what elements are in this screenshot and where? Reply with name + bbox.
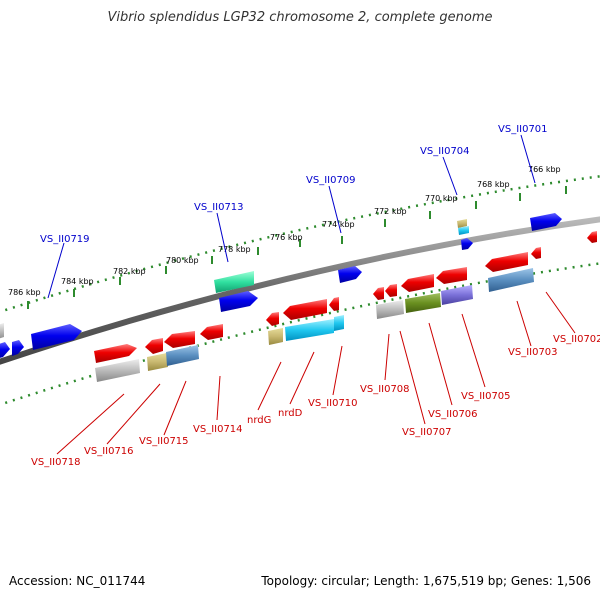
gene-arrow[interactable] bbox=[485, 252, 528, 272]
scale-major-ticks bbox=[27, 186, 567, 309]
gene-label[interactable]: VS_II0719 bbox=[40, 234, 90, 245]
gene-label[interactable]: VS_II0704 bbox=[420, 146, 470, 157]
gene-label[interactable]: VS_II0707 bbox=[402, 427, 452, 438]
gene-arrow[interactable] bbox=[531, 247, 541, 259]
scale-tick-label: 786 kbp bbox=[8, 288, 41, 297]
gene-label[interactable]: VS_II0701 bbox=[498, 124, 548, 135]
gene-arrow[interactable] bbox=[376, 300, 404, 319]
gene-arrow[interactable] bbox=[147, 353, 168, 371]
gene-arrow[interactable] bbox=[94, 344, 137, 363]
gene-label[interactable]: VS_II0715 bbox=[139, 436, 189, 447]
gene-label[interactable]: VS_II0708 bbox=[360, 384, 410, 395]
gene-label[interactable]: VS_II0702 bbox=[553, 334, 600, 345]
upper-strand-genes bbox=[0, 213, 562, 359]
map-title: Vibrio splendidus LGP32 chromosome 2, co… bbox=[107, 10, 493, 25]
scale-tick-label: 772 kbp bbox=[374, 207, 407, 216]
gene-label[interactable]: VS_II0710 bbox=[308, 398, 358, 409]
gene-arrow[interactable] bbox=[405, 293, 441, 313]
scale-tick-label: 766 kbp bbox=[528, 165, 561, 174]
gene-label[interactable]: VS_II0705 bbox=[461, 391, 511, 402]
gene-label[interactable]: nrdD bbox=[278, 408, 303, 419]
lower-gene-labels: VS_II0718 VS_II0716 VS_II0715 VS_II0714 … bbox=[31, 334, 600, 468]
gene-arrow[interactable] bbox=[334, 315, 344, 331]
scale-tick-label: 768 kbp bbox=[477, 180, 510, 189]
gene-label[interactable]: VS_II0714 bbox=[193, 424, 243, 435]
gene-arrow[interactable] bbox=[214, 271, 254, 293]
gene-label[interactable]: VS_II0709 bbox=[306, 175, 356, 186]
gene-arrow[interactable] bbox=[266, 312, 279, 326]
gene-arrow[interactable] bbox=[461, 238, 473, 250]
scale-tick-label: 774 kbp bbox=[322, 220, 355, 229]
gene-arrow[interactable] bbox=[436, 267, 467, 284]
gene-arrow[interactable] bbox=[401, 274, 434, 292]
genome-backbone bbox=[0, 216, 600, 365]
gene-label[interactable]: nrdG bbox=[247, 415, 271, 426]
gene-arrow[interactable] bbox=[458, 226, 469, 235]
gene-label[interactable]: VS_II0716 bbox=[84, 446, 134, 457]
gene-arrow[interactable] bbox=[166, 345, 199, 366]
scale-tick-labels: 786 kbp 784 kbp 782 kbp 780 kbp 778 kbp … bbox=[8, 165, 561, 297]
upper-scale-arc bbox=[0, 175, 600, 314]
gene-arrow[interactable] bbox=[31, 324, 82, 350]
accession-text: Accession: NC_011744 bbox=[9, 574, 146, 588]
gene-arrow[interactable] bbox=[0, 323, 4, 340]
gene-arrow[interactable] bbox=[219, 291, 258, 312]
scale-tick-label: 778 kbp bbox=[218, 245, 251, 254]
gene-arrow[interactable] bbox=[587, 231, 597, 243]
scale-tick-label: 776 kbp bbox=[270, 233, 303, 242]
scale-tick-label: 784 kbp bbox=[61, 277, 94, 286]
gene-arrow[interactable] bbox=[145, 338, 163, 354]
gene-arrow[interactable] bbox=[329, 297, 339, 311]
gene-arrow[interactable] bbox=[95, 359, 140, 382]
scale-tick-label: 780 kbp bbox=[166, 256, 199, 265]
upper-label-leaders bbox=[47, 134, 536, 299]
gene-label[interactable]: VS_II0706 bbox=[428, 409, 478, 420]
gene-arrow[interactable] bbox=[12, 340, 24, 356]
scale-tick-label: 770 kbp bbox=[425, 194, 458, 203]
lower-label-leaders bbox=[56, 291, 576, 455]
gene-arrow[interactable] bbox=[385, 284, 397, 297]
gene-arrow[interactable] bbox=[530, 213, 562, 231]
gene-arrow[interactable] bbox=[457, 219, 467, 228]
gene-arrow[interactable] bbox=[441, 285, 473, 305]
genome-summary-text: Topology: circular; Length: 1,675,519 bp… bbox=[261, 574, 591, 588]
lower-strand-genes bbox=[94, 231, 597, 382]
gene-label[interactable]: VS_II0718 bbox=[31, 457, 81, 468]
upper-gene-labels: VS_II0719 VS_II0713 VS_II0709 VS_II0704 … bbox=[40, 124, 548, 245]
scale-tick-label: 782 kbp bbox=[113, 267, 146, 276]
gene-arrow[interactable] bbox=[164, 331, 195, 348]
gene-arrow[interactable] bbox=[200, 324, 223, 340]
gene-arrow[interactable] bbox=[285, 319, 334, 341]
gene-arrow[interactable] bbox=[283, 299, 327, 320]
gene-arrow[interactable] bbox=[338, 266, 362, 283]
gene-label[interactable]: VS_II0713 bbox=[194, 202, 244, 213]
gene-arrow[interactable] bbox=[0, 342, 10, 359]
gene-label[interactable]: VS_II0703 bbox=[508, 347, 558, 358]
gene-arrow[interactable] bbox=[488, 268, 534, 292]
gene-arrow[interactable] bbox=[268, 328, 283, 345]
gene-arrow[interactable] bbox=[373, 287, 384, 300]
